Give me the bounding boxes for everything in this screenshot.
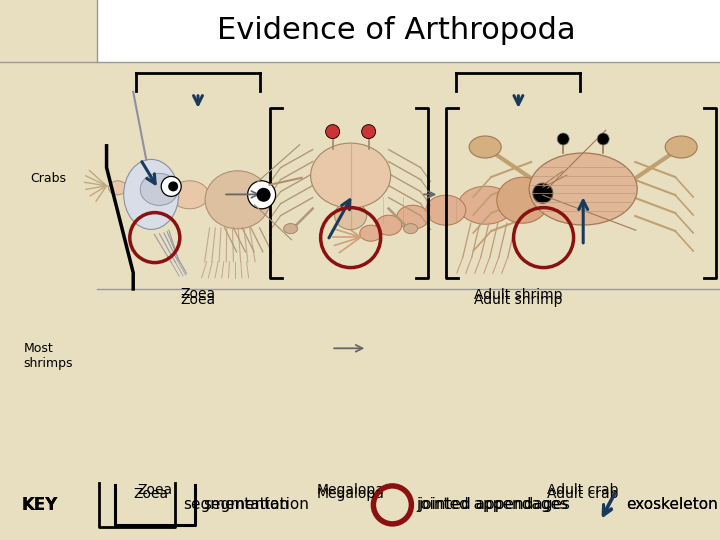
Text: Zoea: Zoea: [181, 287, 215, 301]
Text: Crabs: Crabs: [30, 172, 66, 185]
Circle shape: [256, 188, 271, 202]
Circle shape: [533, 183, 553, 203]
Text: Most
shrimps: Most shrimps: [24, 342, 73, 370]
Text: Evidence of Arthropoda: Evidence of Arthropoda: [217, 16, 575, 45]
Text: KEY: KEY: [22, 496, 58, 514]
Text: segmentation: segmentation: [203, 497, 309, 512]
Circle shape: [557, 133, 570, 145]
Ellipse shape: [205, 171, 270, 229]
Ellipse shape: [335, 201, 366, 229]
Text: Megalopa: Megalopa: [317, 483, 384, 497]
Ellipse shape: [140, 173, 179, 205]
Ellipse shape: [426, 195, 466, 225]
Bar: [0, 62, 720, 540]
Ellipse shape: [376, 215, 402, 235]
Circle shape: [161, 177, 181, 197]
Ellipse shape: [665, 136, 697, 158]
Text: exoskeleton: exoskeleton: [626, 497, 718, 512]
Ellipse shape: [397, 205, 429, 229]
Text: Megalopa: Megalopa: [317, 488, 384, 501]
Bar: [0, 0, 97, 540]
Text: Zoea: Zoea: [181, 293, 215, 307]
Ellipse shape: [310, 143, 391, 208]
Ellipse shape: [109, 181, 127, 195]
Text: Adult crab: Adult crab: [547, 488, 619, 501]
Ellipse shape: [124, 159, 179, 230]
Circle shape: [248, 181, 276, 209]
Ellipse shape: [284, 224, 297, 234]
Text: Zoea: Zoea: [138, 483, 172, 497]
Ellipse shape: [360, 225, 382, 241]
Text: jointed appendages: jointed appendages: [416, 497, 568, 512]
Text: Adult shrimp: Adult shrimp: [474, 293, 562, 307]
Circle shape: [168, 181, 179, 191]
Circle shape: [597, 133, 609, 145]
Ellipse shape: [124, 181, 145, 199]
Ellipse shape: [459, 186, 513, 224]
Ellipse shape: [171, 181, 209, 209]
Circle shape: [361, 125, 376, 139]
Ellipse shape: [469, 136, 501, 158]
Ellipse shape: [529, 153, 637, 225]
Ellipse shape: [404, 224, 418, 234]
Circle shape: [325, 125, 340, 139]
Ellipse shape: [143, 181, 171, 203]
Text: Adult crab: Adult crab: [547, 483, 619, 497]
Text: exoskeleton: exoskeleton: [626, 497, 718, 512]
Text: Adult shrimp: Adult shrimp: [474, 287, 562, 301]
Text: KEY: KEY: [22, 496, 58, 514]
Text: Zoea: Zoea: [134, 488, 168, 501]
Text: jointed appendages: jointed appendages: [418, 497, 570, 512]
Ellipse shape: [497, 177, 549, 223]
Text: segmentation: segmentation: [183, 497, 289, 512]
